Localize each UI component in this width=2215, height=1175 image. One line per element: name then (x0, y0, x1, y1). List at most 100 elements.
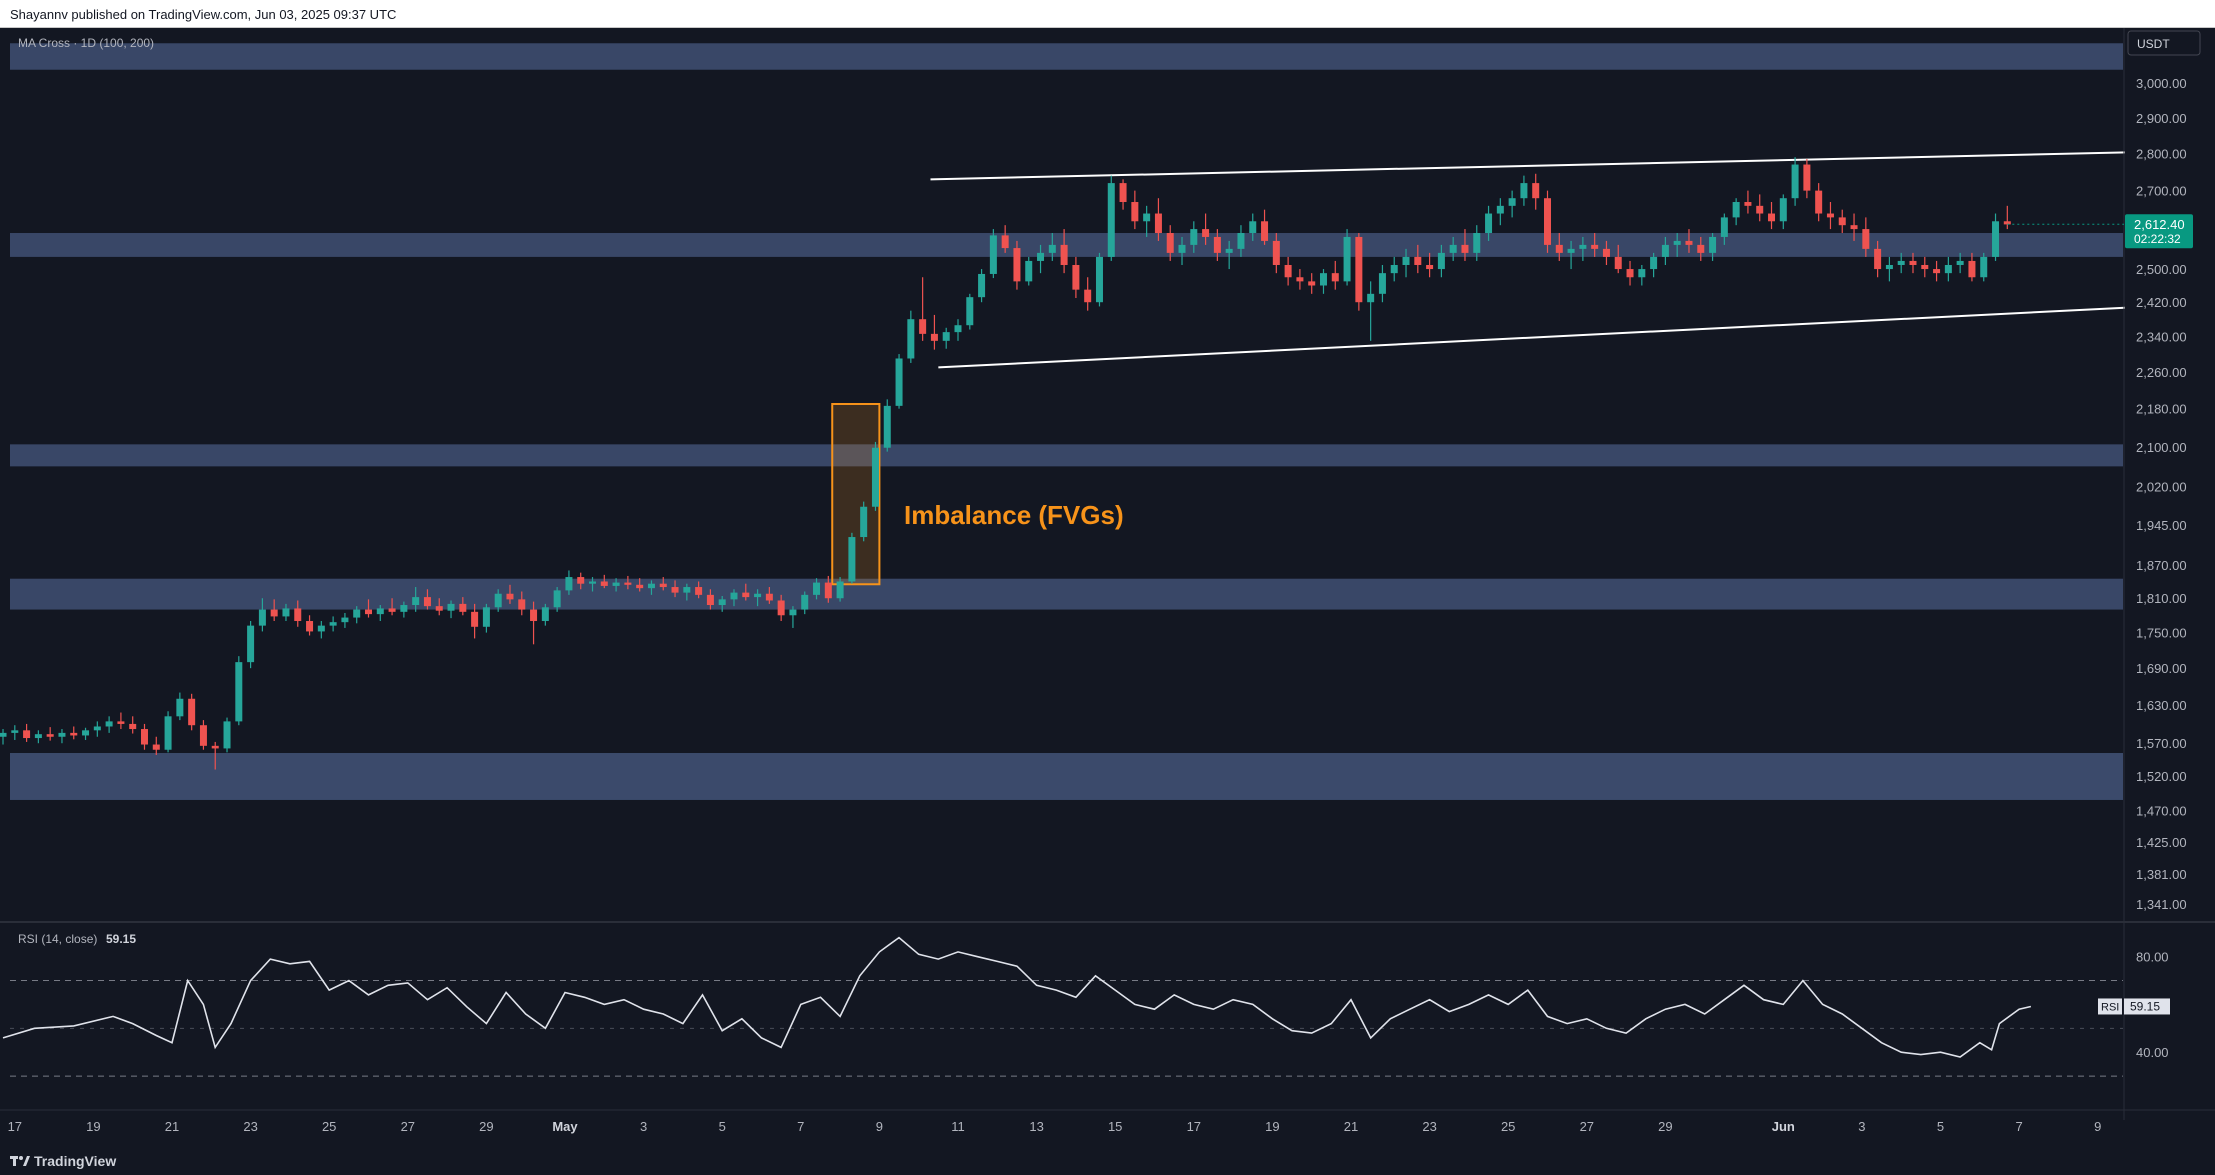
candle-body (117, 721, 125, 724)
candle (1768, 202, 1776, 230)
candle-body (400, 605, 408, 612)
currency-box (2127, 30, 2201, 56)
candle (1602, 240, 1610, 265)
candle (1308, 273, 1316, 294)
candle-body (577, 577, 585, 584)
candle (129, 716, 137, 734)
candle-body (1095, 256, 1103, 303)
candle-body (176, 698, 184, 717)
candle (211, 741, 219, 770)
candle (152, 736, 160, 755)
candle-body (659, 583, 667, 588)
time-tick-label: 25 (1501, 1119, 1515, 1134)
candle (1614, 244, 1622, 274)
candle (400, 601, 408, 618)
candle-body (1473, 233, 1481, 253)
last-price-value: 2,612.40 (2134, 217, 2185, 232)
candle (23, 723, 31, 742)
candle-body (188, 698, 196, 726)
candle-body (1956, 260, 1964, 265)
candle (1650, 252, 1658, 278)
rsi-line (2, 936, 2032, 1058)
time-tick-label: 7 (797, 1119, 804, 1134)
rsi-label: RSI (14, close) (18, 932, 97, 946)
candle-body (1237, 233, 1245, 249)
currency-selector[interactable]: USDT (2127, 30, 2201, 56)
candle (353, 606, 361, 624)
candle-body (565, 577, 573, 591)
candle-body (1225, 248, 1233, 253)
candle (1178, 236, 1186, 265)
candle-body (435, 606, 443, 611)
candle-body (1685, 240, 1693, 245)
time-tick-label: 29 (1658, 1119, 1672, 1134)
candle (860, 501, 868, 542)
ascending-channel (930, 149, 2215, 369)
candle (376, 605, 384, 622)
time-tick-label: 25 (322, 1119, 336, 1134)
candle (164, 711, 172, 753)
candle-body (412, 597, 420, 606)
candle-body (1779, 198, 1787, 222)
candle (1850, 213, 1858, 241)
candle (176, 692, 184, 721)
candle (294, 600, 302, 627)
candle (1107, 175, 1115, 261)
candle-body (1107, 183, 1115, 257)
candle-body (423, 597, 431, 607)
candle-body (388, 608, 396, 612)
candle (306, 615, 314, 636)
candle (1084, 277, 1092, 311)
candle (70, 726, 78, 740)
candle-body (1213, 236, 1221, 253)
price-tick-label: 2,260.00 (2136, 365, 2187, 380)
candle-body (1154, 213, 1162, 234)
candle-body (235, 662, 243, 722)
rsi-tag-name: RSI (2101, 1001, 2119, 1013)
candle (1414, 244, 1422, 274)
candle-body (801, 594, 809, 610)
candle (1532, 173, 1540, 210)
candle-body (1437, 252, 1445, 270)
candle-body (1449, 244, 1457, 253)
candle-body (836, 581, 844, 599)
price-tick-label: 2,100.00 (2136, 440, 2187, 455)
candle (93, 721, 101, 737)
candle-body (1496, 205, 1504, 214)
candlestick-series (0, 157, 2011, 770)
chart-canvas[interactable]: Imbalance (FVGs) 3,000.00 2,900.00 2,800.0… (0, 28, 2215, 1155)
candle (1756, 194, 1764, 222)
candle-body (1591, 244, 1599, 249)
candle-body (695, 587, 703, 595)
candle-body (530, 609, 538, 622)
rsi-tick-label: 40.00 (2136, 1045, 2169, 1060)
zone-band-4 (10, 578, 2123, 610)
candle-body (2003, 221, 2011, 225)
candle (919, 277, 927, 341)
candle-body (1072, 264, 1080, 290)
candle (577, 572, 585, 590)
time-tick-label: 19 (86, 1119, 100, 1134)
candle-body (683, 587, 691, 593)
candle (1838, 209, 1846, 234)
candle-body (1414, 256, 1422, 265)
time-tick-label: 21 (165, 1119, 179, 1134)
candle (1261, 209, 1269, 245)
candle-body (1190, 229, 1198, 245)
candle (1508, 190, 1516, 218)
candle-body (353, 609, 361, 618)
time-tick-label: 15 (1108, 1119, 1122, 1134)
candle-body (1037, 252, 1045, 261)
candle-body (883, 405, 891, 448)
candle (447, 600, 455, 619)
candle (978, 269, 986, 303)
candle (895, 354, 903, 409)
candle (1555, 233, 1563, 261)
candle (1956, 252, 1964, 274)
candle (1980, 252, 1988, 282)
candle (1402, 248, 1410, 278)
candle (1355, 233, 1363, 311)
candle (1190, 221, 1198, 253)
time-tick-label: 5 (719, 1119, 726, 1134)
price-tick-label: 1,810.00 (2136, 591, 2187, 606)
